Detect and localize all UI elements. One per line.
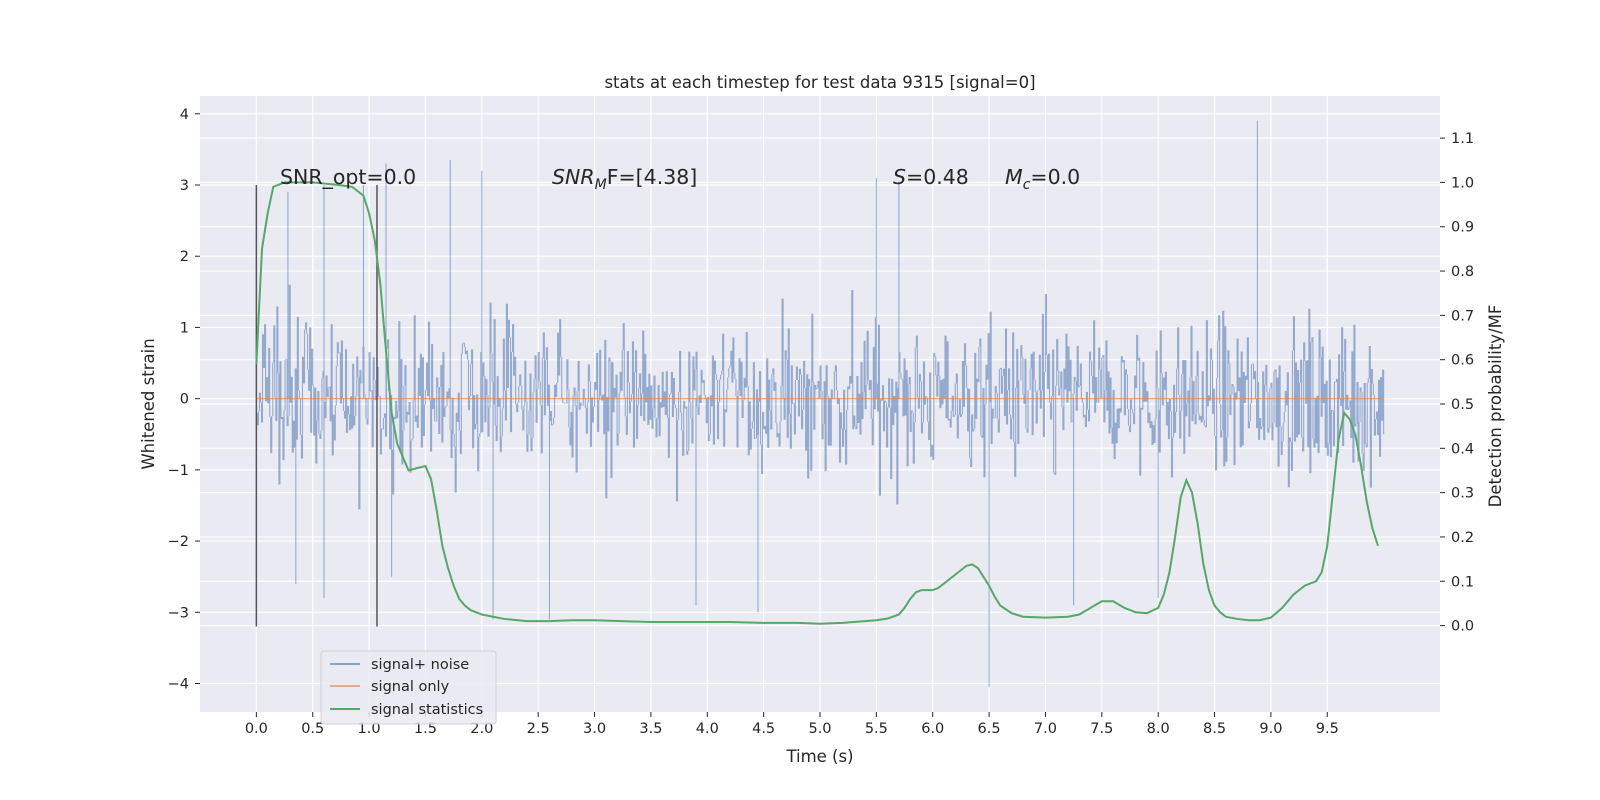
x-tick-label: 4.0 bbox=[696, 721, 719, 737]
left-y-tick-label: −4 bbox=[168, 677, 189, 693]
left-y-gridlines bbox=[200, 113, 1440, 685]
annotation-snr-mf: SNRMF=[4.38] bbox=[552, 165, 697, 193]
right-y-axis-label: Detection probability/MF bbox=[1486, 305, 1505, 508]
annotations: SNR_opt=0.0 SNRMF=[4.38] S=0.48 Mc=0.0 bbox=[280, 165, 1080, 193]
x-tick-label: 4.5 bbox=[752, 721, 775, 737]
right-y-tick-label: 0.1 bbox=[1451, 574, 1474, 590]
left-y-tick-label: 1 bbox=[180, 320, 189, 336]
x-tick-label: 2.5 bbox=[527, 721, 550, 737]
right-y-tick-label: 1.1 bbox=[1451, 131, 1474, 147]
x-tick-label: 6.5 bbox=[978, 721, 1001, 737]
annotation-mc: Mc=0.0 bbox=[1005, 165, 1080, 193]
right-y-ticks: 1.1 1.0 0.9 0.8 0.7 0.6 0.5 0.4 0.3 0.2 0.1 0.0 bbox=[1440, 131, 1474, 635]
mc-subscript: c bbox=[1023, 177, 1031, 193]
right-y-tick-label: 0.2 bbox=[1451, 530, 1474, 546]
x-tick-label: 8.5 bbox=[1203, 721, 1226, 737]
x-axis-label: Time (s) bbox=[785, 747, 853, 766]
right-y-tick-label: 1.0 bbox=[1451, 175, 1474, 191]
legend-label-signal-only: signal only bbox=[371, 679, 450, 695]
legend: signal+ noise signal only signal statist… bbox=[320, 650, 497, 725]
annotation-s: S=0.48 bbox=[893, 165, 969, 189]
x-tick-label: 6.0 bbox=[921, 721, 944, 737]
left-y-tick-label: −1 bbox=[168, 463, 189, 479]
s-value: =0.48 bbox=[906, 165, 969, 189]
x-tick-label: 3.5 bbox=[639, 721, 662, 737]
snr-mf-symbol: SNR bbox=[552, 165, 595, 189]
x-tick-label: 2.0 bbox=[470, 721, 493, 737]
x-tick-label: 1.5 bbox=[414, 721, 437, 737]
legend-label-signal-statistics: signal statistics bbox=[371, 702, 483, 718]
annotation-snr-opt: SNR_opt=0.0 bbox=[280, 165, 416, 190]
right-y-tick-label: 0.6 bbox=[1451, 353, 1474, 369]
snr-mf-value: F=[4.38] bbox=[607, 165, 698, 189]
left-y-ticks: 4 3 2 1 0 −1 −2 −3 −4 bbox=[168, 107, 200, 693]
mc-symbol: M bbox=[1005, 165, 1023, 189]
right-y-tick-label: 0.4 bbox=[1451, 441, 1474, 457]
x-ticks: 0.0 0.5 1.0 1.5 2.0 2.5 3.0 3.5 4.0 4.5 5.0 5.5 6.0 6… bbox=[245, 712, 1339, 737]
right-y-tick-label: 0.3 bbox=[1451, 486, 1474, 502]
left-y-tick-label: −2 bbox=[168, 534, 189, 550]
left-y-tick-label: −3 bbox=[168, 605, 189, 621]
chart-title: stats at each timestep for test data 931… bbox=[604, 73, 1035, 92]
s-symbol: S bbox=[893, 165, 906, 189]
x-tick-label: 7.0 bbox=[1034, 721, 1057, 737]
x-tick-label: 5.5 bbox=[865, 721, 888, 737]
right-y-tick-label: 0.5 bbox=[1451, 397, 1474, 413]
right-y-tick-label: 0.9 bbox=[1451, 220, 1474, 236]
mc-value: =0.0 bbox=[1030, 165, 1080, 189]
x-tick-label: 7.5 bbox=[1090, 721, 1113, 737]
series-signal-statistics bbox=[255, 181, 1379, 625]
right-y-tick-label: 0.0 bbox=[1451, 619, 1474, 635]
x-tick-label: 8.0 bbox=[1147, 721, 1170, 737]
left-y-tick-label: 3 bbox=[180, 178, 189, 194]
left-y-tick-label: 0 bbox=[180, 392, 189, 408]
x-tick-label: 0.5 bbox=[301, 721, 324, 737]
x-tick-label: 0.0 bbox=[245, 721, 268, 737]
right-y-gridlines bbox=[200, 137, 1440, 627]
right-y-tick-label: 0.7 bbox=[1451, 308, 1474, 324]
x-tick-label: 3.0 bbox=[583, 721, 606, 737]
legend-label-signal-noise: signal+ noise bbox=[371, 657, 469, 673]
x-tick-label: 9.5 bbox=[1316, 721, 1339, 737]
x-tick-label: 5.0 bbox=[808, 721, 831, 737]
left-y-tick-label: 4 bbox=[180, 107, 189, 123]
snr-mf-subscript: M bbox=[595, 177, 607, 193]
left-y-tick-label: 2 bbox=[180, 249, 189, 265]
x-tick-label: 1.0 bbox=[358, 721, 381, 737]
right-y-tick-label: 0.8 bbox=[1451, 264, 1474, 280]
x-tick-label: 9.0 bbox=[1259, 721, 1282, 737]
legend-box bbox=[320, 650, 497, 725]
left-y-axis-label: Whitened strain bbox=[139, 338, 158, 469]
